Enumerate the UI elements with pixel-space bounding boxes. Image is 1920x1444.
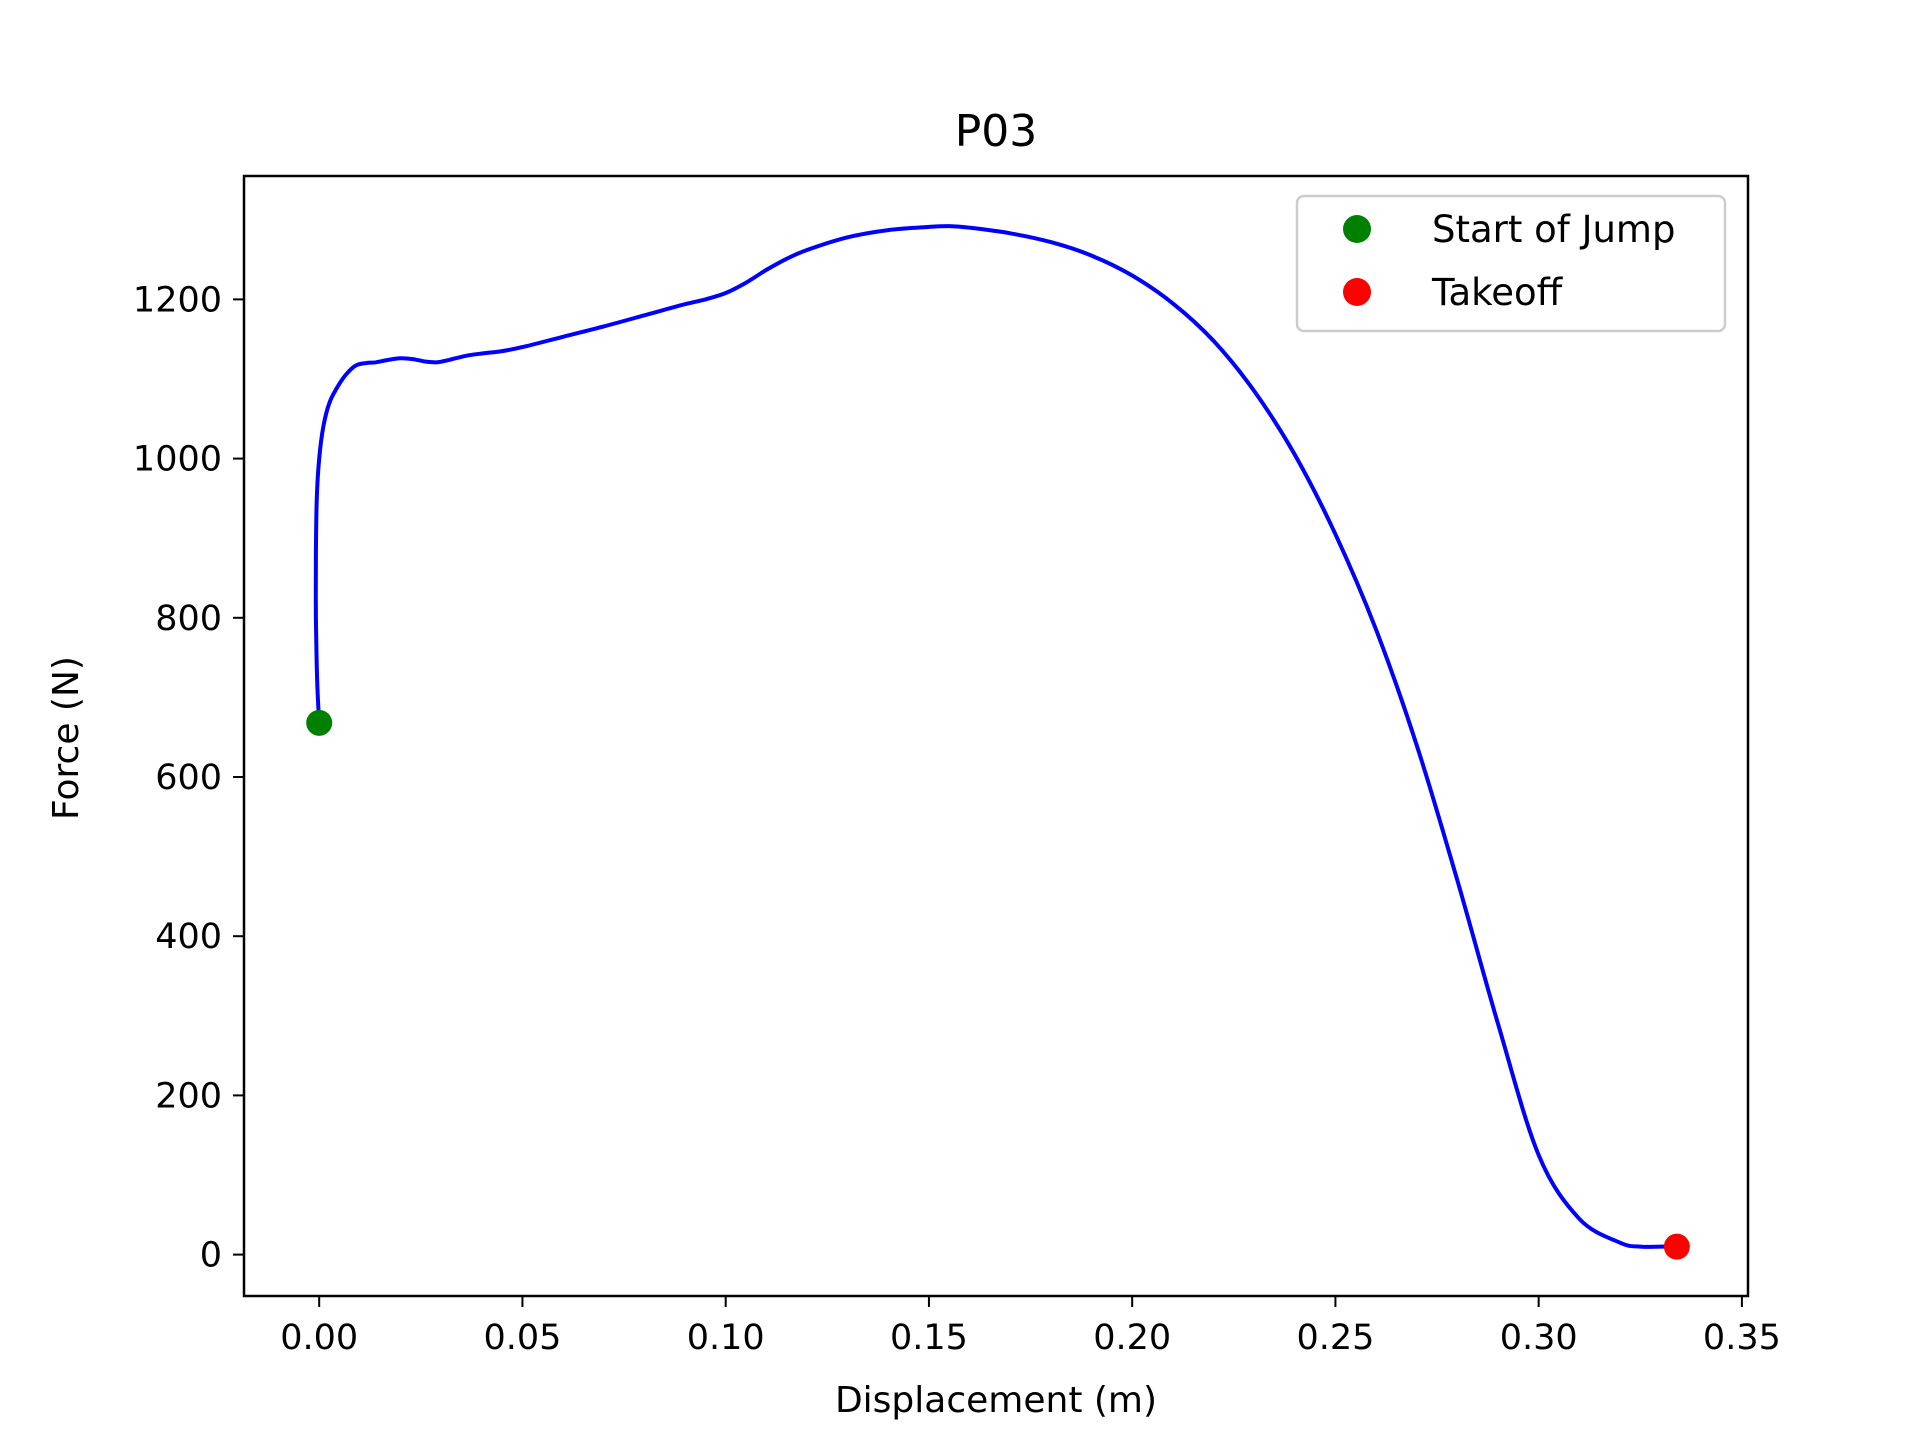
x-tick-label: 0.30 [1500, 1318, 1578, 1358]
x-tick-label: 0.15 [890, 1318, 968, 1358]
plot-frame [242, 174, 1750, 1298]
data-point-takeoff [1663, 1233, 1690, 1260]
y-tick-label: 400 [155, 917, 222, 957]
y-tick-label: 800 [155, 599, 222, 639]
y-tick-label: 1200 [133, 280, 222, 320]
x-tick-label: 0.20 [1093, 1318, 1171, 1358]
x-axis-label: Displacement (m) [835, 1380, 1157, 1421]
legend-box [1295, 194, 1727, 333]
data-point-start-of-jump [306, 709, 333, 736]
legend-marker [1343, 278, 1371, 306]
y-tick-label: 1000 [133, 440, 222, 480]
legend-label: Takeoff [1431, 271, 1564, 314]
force-curve-line [313, 224, 1679, 1249]
legend: Start of Jump Takeoff [1295, 194, 1727, 333]
plot-area [306, 224, 1690, 1260]
y-tick-label: 600 [155, 758, 222, 798]
y-axis-label: Force (N) [46, 656, 87, 820]
x-tick-label: 0.35 [1703, 1318, 1781, 1358]
x-axis-ticks: 0.00 0.05 0.10 0.15 0.20 0.25 0.30 0.35 [280, 1296, 1781, 1358]
y-tick-label: 200 [155, 1076, 222, 1116]
x-tick-label: 0.00 [280, 1318, 358, 1358]
legend-label: Start of Jump [1432, 208, 1675, 251]
x-tick-label: 0.10 [687, 1318, 765, 1358]
x-tick-label: 0.05 [483, 1318, 561, 1358]
legend-marker [1343, 215, 1371, 243]
y-tick-label: 0 [200, 1236, 222, 1276]
y-axis-ticks: 0 200 400 600 800 1000 1200 [133, 280, 244, 1276]
x-tick-label: 0.25 [1296, 1318, 1374, 1358]
chart-title: P03 [955, 106, 1038, 157]
